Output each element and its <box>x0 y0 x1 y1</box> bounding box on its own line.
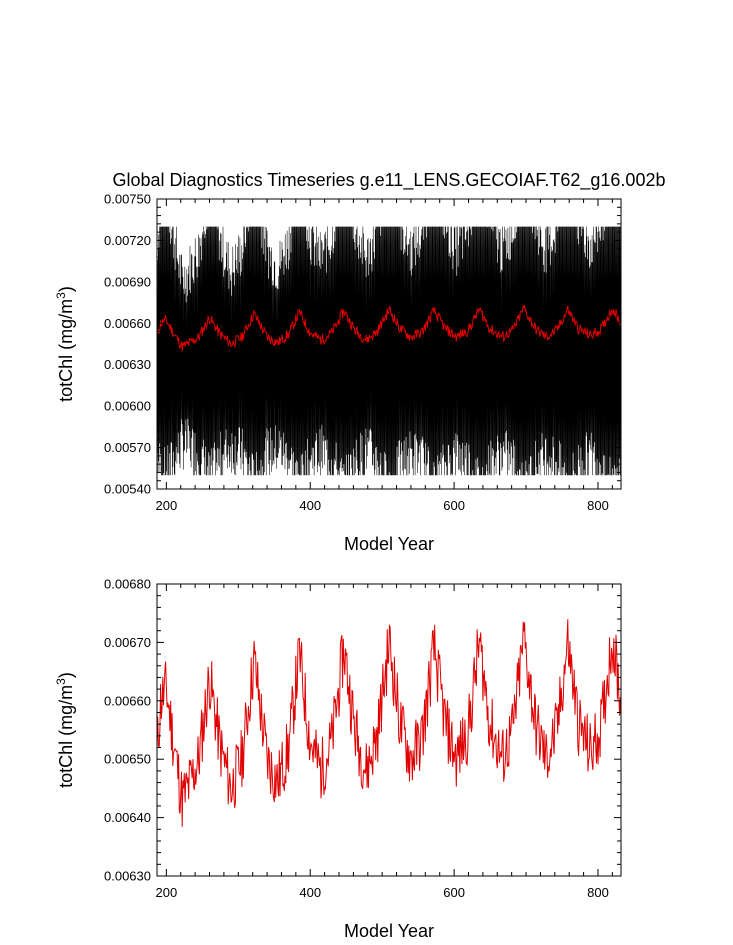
series-annual-mean-line <box>156 619 622 827</box>
bottom-y-axis-title-tail: ) <box>56 672 76 678</box>
series-annual-mean-line <box>156 304 622 352</box>
series-monthly-line <box>156 226 622 476</box>
figure-title: Global Diagnostics Timeseries g.e11_LENS… <box>113 170 666 191</box>
bottom-y-axis-title-sup: 3 <box>54 678 68 685</box>
bottom-y-axis-title-base: totChl (mg/m <box>56 685 76 788</box>
x-tick-label: 600 <box>443 885 465 900</box>
x-tick-label: 400 <box>299 498 321 513</box>
y-tick-label: 0.00670 <box>104 635 151 650</box>
y-tick-label: 0.00650 <box>104 752 151 767</box>
y-tick-label: 0.00690 <box>104 274 151 289</box>
top-y-axis-title: totChl (mg/m3) <box>54 286 76 402</box>
top-y-axis-title-base: totChl (mg/m <box>56 299 76 402</box>
top-panel: 200 400 600 800 0.00540 0.00570 0.00600 0.00630… <box>54 192 622 554</box>
y-tick-label: 0.00660 <box>104 693 151 708</box>
x-tick-label: 600 <box>443 498 465 513</box>
y-tick-label: 0.00600 <box>104 399 151 414</box>
bottom-ticks: 200 400 600 800 0.00630 0.00640 0.00650 0.00660… <box>104 577 621 900</box>
bottom-panel: 200 400 600 800 0.00630 0.00640 0.00650 0.00660… <box>54 577 622 941</box>
y-tick-label: 0.00750 <box>104 192 151 207</box>
y-tick-label: 0.00570 <box>104 440 151 455</box>
y-tick-label: 0.00630 <box>104 869 151 884</box>
bottom-x-axis-title: Model Year <box>344 921 434 941</box>
bottom-plot-frame <box>156 583 622 877</box>
top-ticks: 200 400 600 800 0.00540 0.00570 0.00600 0.00630… <box>104 192 621 513</box>
top-y-axis-title-tail: ) <box>56 286 76 292</box>
x-tick-label: 800 <box>587 498 609 513</box>
top-x-axis-title: Model Year <box>344 534 434 554</box>
x-tick-label: 200 <box>156 498 178 513</box>
top-data-layer <box>156 226 622 476</box>
y-tick-label: 0.00630 <box>104 357 151 372</box>
y-tick-label: 0.00680 <box>104 577 151 592</box>
x-tick-label: 400 <box>299 885 321 900</box>
bottom-data-layer <box>156 619 622 827</box>
top-plot-frame <box>156 198 622 490</box>
x-tick-label: 800 <box>587 885 609 900</box>
x-tick-label: 200 <box>156 885 178 900</box>
y-tick-label: 0.00540 <box>104 482 151 497</box>
bottom-y-axis-title: totChl (mg/m3) <box>54 672 76 788</box>
y-tick-label: 0.00720 <box>104 233 151 248</box>
y-tick-label: 0.00640 <box>104 810 151 825</box>
y-tick-label: 0.00660 <box>104 316 151 331</box>
top-y-axis-title-sup: 3 <box>54 292 68 299</box>
